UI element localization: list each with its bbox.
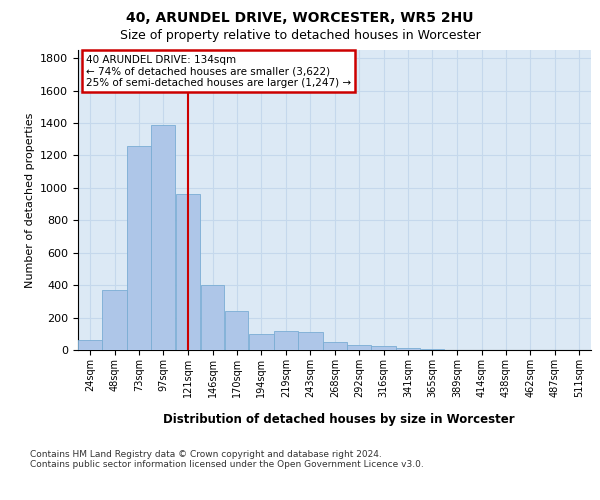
Text: Contains HM Land Registry data © Crown copyright and database right 2024.
Contai: Contains HM Land Registry data © Crown c… [30, 450, 424, 469]
Bar [347, 345, 371, 350]
Bar [102, 290, 127, 350]
Text: 40 ARUNDEL DRIVE: 134sqm
← 74% of detached houses are smaller (3,622)
25% of sem: 40 ARUNDEL DRIVE: 134sqm ← 74% of detach… [86, 54, 351, 88]
Bar [298, 332, 323, 350]
Bar [176, 194, 200, 350]
Y-axis label: Number of detached properties: Number of detached properties [25, 112, 35, 288]
Bar [225, 311, 248, 350]
Bar [78, 340, 102, 350]
Text: Distribution of detached houses by size in Worcester: Distribution of detached houses by size … [163, 412, 515, 426]
Bar [323, 342, 347, 350]
Bar [421, 349, 444, 350]
Bar [151, 124, 175, 350]
Text: Size of property relative to detached houses in Worcester: Size of property relative to detached ho… [119, 29, 481, 42]
Bar [274, 330, 298, 350]
Bar [371, 346, 396, 350]
Text: 40, ARUNDEL DRIVE, WORCESTER, WR5 2HU: 40, ARUNDEL DRIVE, WORCESTER, WR5 2HU [126, 12, 474, 26]
Bar [249, 334, 274, 350]
Bar [397, 348, 420, 350]
Bar [127, 146, 151, 350]
Bar [200, 285, 224, 350]
